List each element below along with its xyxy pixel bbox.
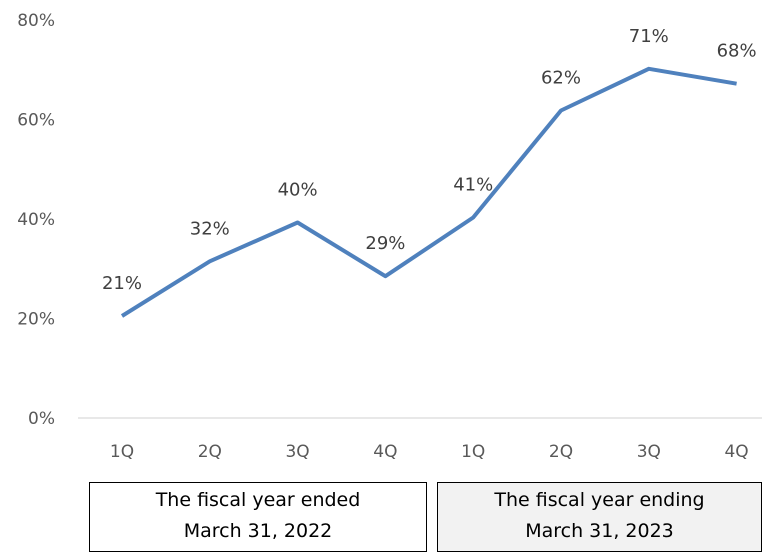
x-tick-label: 3Q — [637, 442, 661, 462]
fiscal-year-2022-line2: March 31, 2022 — [183, 520, 333, 542]
y-tick-label: 80% — [17, 11, 55, 31]
x-tick-label: 4Q — [373, 442, 397, 462]
x-tick-label: 1Q — [461, 442, 485, 462]
fiscal-year-2023-label: The fiscal year ending March 31, 2023 — [437, 482, 762, 552]
data-label: 21% — [102, 273, 142, 294]
y-tick-label: 40% — [17, 210, 55, 230]
y-tick-label: 0% — [28, 409, 55, 429]
x-tick-label: 2Q — [549, 442, 573, 462]
y-tick-label: 20% — [17, 310, 55, 330]
data-label: 68% — [717, 41, 757, 62]
data-label: 40% — [278, 179, 318, 200]
data-label: 62% — [541, 68, 581, 89]
x-tick-label: 3Q — [285, 442, 309, 462]
series-line — [120, 66, 737, 318]
data-label: 32% — [190, 218, 230, 239]
x-tick-label: 1Q — [110, 442, 134, 462]
fiscal-year-2022-line1: The fiscal year ended — [155, 489, 361, 511]
fiscal-year-2023-line2: March 31, 2023 — [525, 520, 674, 542]
y-axis-tick-labels: 0% 20% 40% 60% 80% — [17, 11, 55, 429]
fiscal-year-2023-line1: The fiscal year ending — [494, 489, 705, 511]
line-chart: 0%20%40%60%80% 21%32%40%29%41%62%71%68% … — [17, 11, 762, 462]
data-label: 71% — [629, 26, 669, 47]
x-axis-tick-labels: 1Q 2Q 3Q 4Q 1Q 2Q 3Q 4Q — [110, 442, 749, 462]
data-labels: 21% 32% 40% 29% 41% 62% 71% 68% — [102, 26, 757, 294]
x-tick-label: 2Q — [198, 442, 222, 462]
fiscal-year-2022-label: The fiscal year ended March 31, 2022 — [89, 482, 427, 552]
y-tick-label: 60% — [17, 111, 55, 131]
data-label: 41% — [453, 175, 493, 196]
data-label: 29% — [365, 233, 405, 254]
x-tick-label: 4Q — [724, 442, 748, 462]
